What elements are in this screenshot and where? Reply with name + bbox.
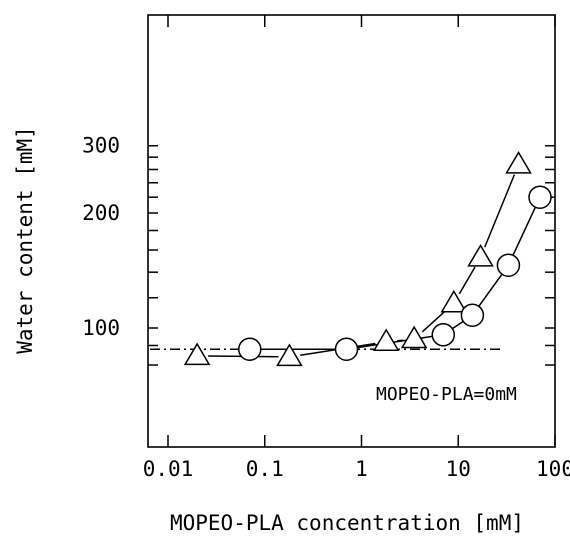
y-axis-label: Water content [mM] — [13, 126, 37, 354]
triangle-series-segment — [484, 174, 516, 248]
triangle-marker — [183, 342, 211, 366]
x-axis-label: MOPEO-PLA concentration [mM] — [170, 511, 524, 535]
y-tick-label: 200 — [82, 201, 120, 225]
circle-marker — [238, 337, 262, 361]
circle-marker — [334, 337, 359, 361]
plot-border — [147, 14, 556, 448]
triangle-marker — [467, 243, 494, 267]
circle-marker — [528, 185, 552, 209]
circle-marker — [460, 303, 485, 327]
x-tick-label: 0.1 — [246, 457, 284, 481]
triangle-marker — [400, 325, 428, 349]
y-tick-label: 100 — [82, 316, 120, 340]
triangle-series-segment — [421, 310, 447, 333]
x-tick-label: 1 — [355, 457, 368, 481]
triangle-marker — [505, 150, 532, 174]
annotation-label: MOPEO-PLA=0mM — [376, 384, 517, 405]
triangle-series-segment — [458, 266, 476, 295]
tick-labels: 0.01 0.1 1 10 100 100 200 300 — [82, 134, 570, 481]
x-tick-label: 10 — [446, 457, 471, 481]
x-tick-label: 0.01 — [143, 457, 194, 481]
circle-series-segment — [512, 206, 537, 256]
triangle-marker — [440, 289, 468, 313]
triangle-marker — [372, 328, 400, 351]
plot-frame — [147, 14, 556, 448]
series-markers — [183, 150, 552, 367]
triangle-marker — [276, 343, 303, 367]
circle-marker — [431, 323, 456, 347]
circle-series-segment — [478, 273, 503, 307]
y-tick-label: 300 — [82, 134, 120, 158]
circle-marker — [496, 253, 521, 277]
axis-ticks — [148, 15, 556, 447]
circle-series-segment — [451, 320, 464, 330]
x-tick-label: 100 — [536, 457, 570, 481]
